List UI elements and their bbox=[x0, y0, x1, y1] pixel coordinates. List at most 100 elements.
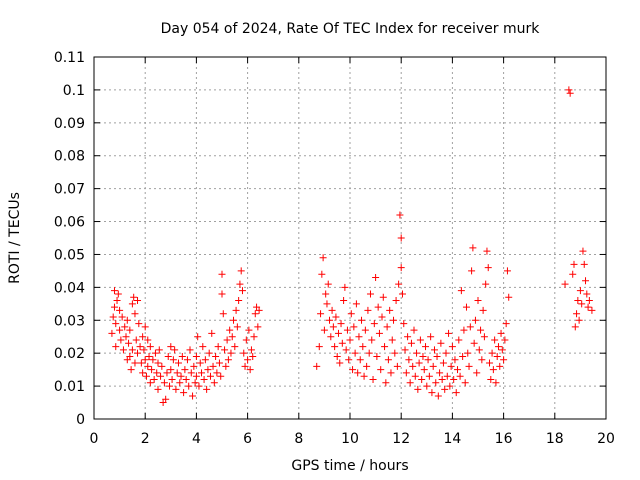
data-point bbox=[144, 362, 152, 370]
data-point bbox=[181, 366, 189, 374]
data-point bbox=[482, 280, 490, 288]
data-point bbox=[352, 300, 360, 308]
data-point bbox=[584, 303, 592, 311]
data-point bbox=[375, 329, 383, 337]
data-point bbox=[329, 323, 337, 331]
data-point bbox=[477, 326, 485, 334]
data-point bbox=[500, 356, 508, 364]
data-point bbox=[323, 300, 331, 308]
data-point bbox=[154, 385, 162, 393]
data-point bbox=[445, 329, 453, 337]
axis-ticks bbox=[93, 56, 607, 420]
data-point bbox=[464, 349, 472, 357]
data-point bbox=[438, 376, 446, 384]
data-point bbox=[448, 343, 456, 351]
x-tick-label: 14 bbox=[443, 431, 461, 447]
x-tick-label: 0 bbox=[90, 431, 99, 447]
data-point bbox=[217, 372, 225, 380]
data-point bbox=[410, 326, 418, 334]
data-point bbox=[192, 352, 200, 360]
data-point bbox=[334, 329, 342, 337]
data-point bbox=[208, 329, 216, 337]
data-point bbox=[126, 326, 134, 334]
data-point bbox=[351, 349, 359, 357]
data-point bbox=[480, 333, 488, 341]
data-point bbox=[483, 247, 491, 255]
x-tick-label: 18 bbox=[546, 431, 564, 447]
data-point bbox=[397, 234, 405, 242]
data-point bbox=[432, 379, 440, 387]
data-point bbox=[361, 326, 369, 334]
data-point bbox=[425, 372, 433, 380]
data-point bbox=[436, 369, 444, 377]
data-point bbox=[571, 323, 579, 331]
data-point bbox=[189, 392, 197, 400]
x-tick-label: 16 bbox=[495, 431, 513, 447]
data-point bbox=[423, 382, 431, 390]
data-point bbox=[223, 336, 231, 344]
data-point bbox=[570, 260, 578, 268]
data-point bbox=[144, 336, 152, 344]
data-point bbox=[497, 329, 505, 337]
data-point bbox=[123, 316, 131, 324]
data-point bbox=[494, 343, 502, 351]
y-tick-label: 0.02 bbox=[54, 346, 85, 362]
data-point bbox=[139, 369, 147, 377]
data-point bbox=[131, 359, 139, 367]
data-point bbox=[214, 343, 222, 351]
data-point bbox=[442, 349, 450, 357]
data-point bbox=[117, 336, 125, 344]
data-point bbox=[254, 323, 262, 331]
data-points bbox=[108, 86, 596, 407]
data-point bbox=[215, 359, 223, 367]
data-point bbox=[356, 356, 364, 364]
data-point bbox=[128, 300, 136, 308]
data-point bbox=[241, 362, 249, 370]
data-point bbox=[565, 86, 573, 94]
data-point bbox=[167, 366, 175, 374]
x-tick-labels: 0 2 4 6 8 10 12 14 16 18 20 bbox=[90, 431, 615, 447]
data-point bbox=[561, 280, 569, 288]
data-point bbox=[583, 290, 591, 298]
data-point bbox=[354, 369, 362, 377]
data-point bbox=[251, 310, 259, 318]
data-point bbox=[322, 290, 330, 298]
data-point bbox=[319, 254, 327, 262]
data-point bbox=[397, 264, 405, 272]
data-point bbox=[116, 306, 124, 314]
data-point bbox=[487, 376, 495, 384]
data-point bbox=[336, 359, 344, 367]
data-point bbox=[166, 382, 174, 390]
data-point bbox=[332, 313, 340, 321]
data-point bbox=[171, 346, 179, 354]
data-point bbox=[580, 260, 588, 268]
data-point bbox=[160, 379, 168, 387]
data-point bbox=[250, 333, 258, 341]
data-point bbox=[163, 369, 171, 377]
data-point bbox=[331, 343, 339, 351]
data-point bbox=[183, 356, 191, 364]
data-point bbox=[350, 323, 358, 331]
data-point bbox=[372, 273, 380, 281]
data-point bbox=[443, 372, 451, 380]
data-point bbox=[145, 352, 153, 360]
y-tick-label: 0.07 bbox=[54, 182, 85, 198]
data-point bbox=[164, 352, 172, 360]
data-point bbox=[588, 306, 596, 314]
data-point bbox=[418, 376, 426, 384]
data-point bbox=[326, 316, 334, 324]
data-point bbox=[209, 362, 217, 370]
data-point bbox=[462, 303, 470, 311]
data-point bbox=[566, 89, 574, 97]
data-point bbox=[118, 313, 126, 321]
data-point bbox=[396, 211, 404, 219]
data-point bbox=[212, 352, 220, 360]
data-point bbox=[139, 333, 147, 341]
data-point bbox=[470, 339, 478, 347]
data-point bbox=[429, 362, 437, 370]
data-point bbox=[203, 385, 211, 393]
data-point bbox=[503, 267, 511, 275]
data-point bbox=[247, 346, 255, 354]
data-point bbox=[486, 359, 494, 367]
data-point bbox=[411, 372, 419, 380]
